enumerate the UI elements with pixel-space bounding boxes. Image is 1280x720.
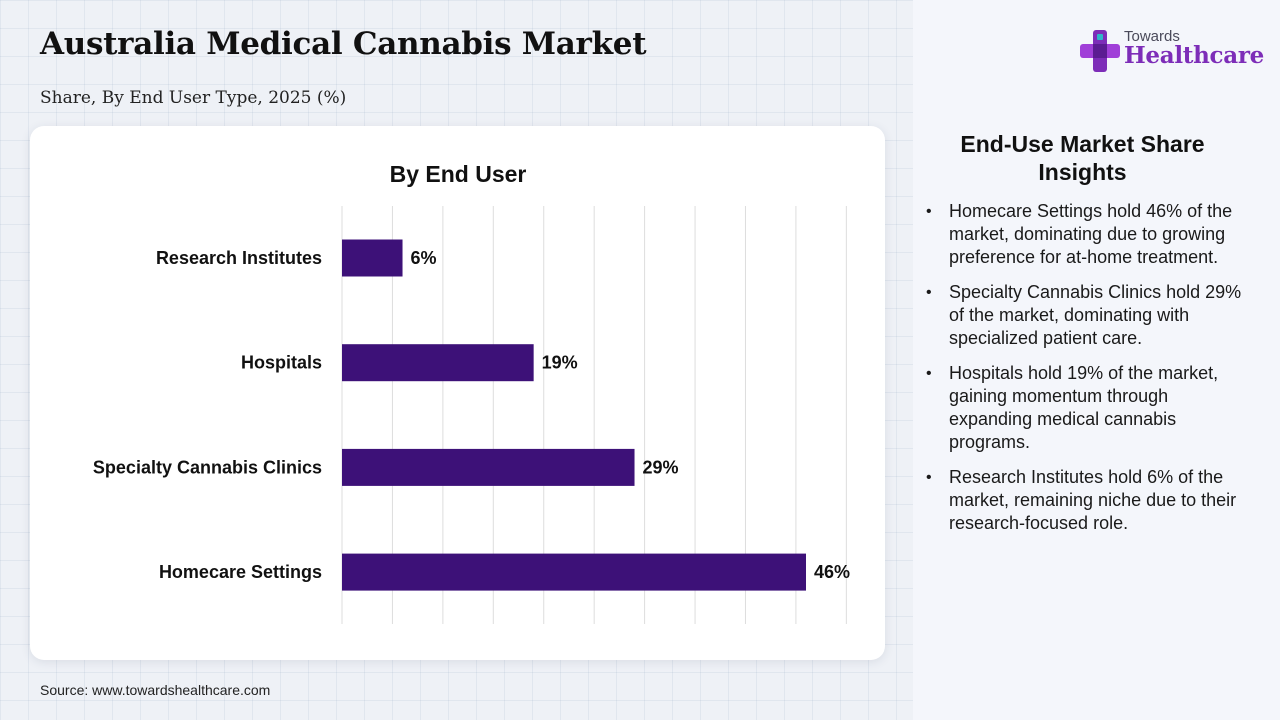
insight-item: • Homecare Settings hold 46% of the marke… <box>924 200 1244 269</box>
insight-item: • Specialty Cannabis Clinics hold 29% of … <box>924 281 1244 350</box>
bullet-icon: • <box>926 203 932 220</box>
insights-panel <box>913 0 1280 720</box>
insight-text: Homecare Settings hold 46% of the market… <box>949 201 1233 267</box>
bar-research-institutes <box>342 239 403 277</box>
bar-hospitals <box>342 344 534 382</box>
insight-text: Specialty Cannabis Clinics hold 29% of t… <box>949 282 1242 348</box>
source-note: Source: www.towardshealthcare.com <box>40 682 271 698</box>
insights-title: End-Use Market Share Insights <box>960 131 1205 185</box>
category-label: Homecare Settings <box>159 562 322 582</box>
page-title: Australia Medical Cannabis Market <box>40 26 647 62</box>
insight-item: • Research Institutes hold 6% of the mark… <box>924 466 1244 535</box>
category-label: Hospitals <box>241 353 322 373</box>
logo-main-text: Healthcare <box>1124 42 1265 69</box>
bar-specialty-cannabis-clinics <box>342 448 635 486</box>
medical-cross-icon <box>1080 30 1120 72</box>
category-label: Specialty Cannabis Clinics <box>93 457 322 477</box>
data-label: 6% <box>411 248 437 268</box>
insight-text: Hospitals hold 19% of the market, gainin… <box>949 363 1219 452</box>
bullet-icon: • <box>926 365 932 382</box>
chart-card: By End User Research Institutes 6% Hospital… <box>30 126 885 660</box>
data-label: 46% <box>814 562 850 582</box>
bullet-icon: • <box>926 284 932 301</box>
logo-top-text: Towards <box>1124 28 1180 45</box>
data-label: 29% <box>643 457 679 477</box>
category-label: Research Institutes <box>156 248 322 268</box>
bullet-icon: • <box>926 469 932 486</box>
insights-list: • Homecare Settings hold 46% of the marke… <box>924 200 1244 547</box>
bar-homecare-settings <box>342 553 806 591</box>
insight-item: • Hospitals hold 19% of the market, gaini… <box>924 362 1244 454</box>
chart-title: By End User <box>390 161 527 187</box>
data-label: 19% <box>542 353 578 373</box>
insight-text: Research Institutes hold 6% of the marke… <box>949 467 1237 533</box>
brand-logo: Towards Healthcare <box>1080 28 1264 78</box>
bar-chart: By End User Research Institutes 6% Hospital… <box>93 161 850 624</box>
page-subtitle: Share, By End User Type, 2025 (%) <box>40 88 347 108</box>
